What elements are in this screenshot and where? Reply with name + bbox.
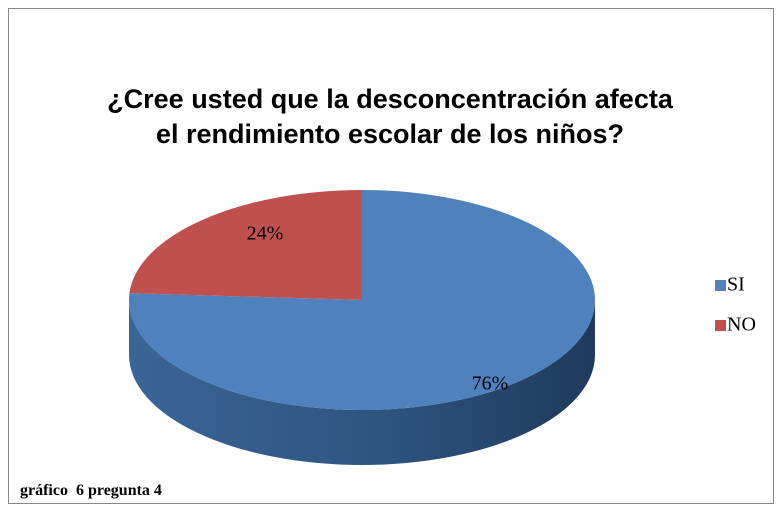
- pie-side: [129, 300, 595, 465]
- legend-swatch: [715, 280, 726, 291]
- data-label: 24%: [247, 223, 284, 245]
- legend-label: NO: [727, 314, 756, 336]
- pie-slice: [129, 190, 362, 300]
- chart-frame: [8, 8, 774, 504]
- data-label: 76%: [472, 373, 509, 395]
- chart-title: ¿Cree usted que la desconcentración afec…: [107, 84, 673, 149]
- caption: gráfico 6 pregunta 4: [20, 482, 162, 499]
- legend-swatch: [715, 320, 726, 331]
- legend-label: SI: [727, 274, 745, 296]
